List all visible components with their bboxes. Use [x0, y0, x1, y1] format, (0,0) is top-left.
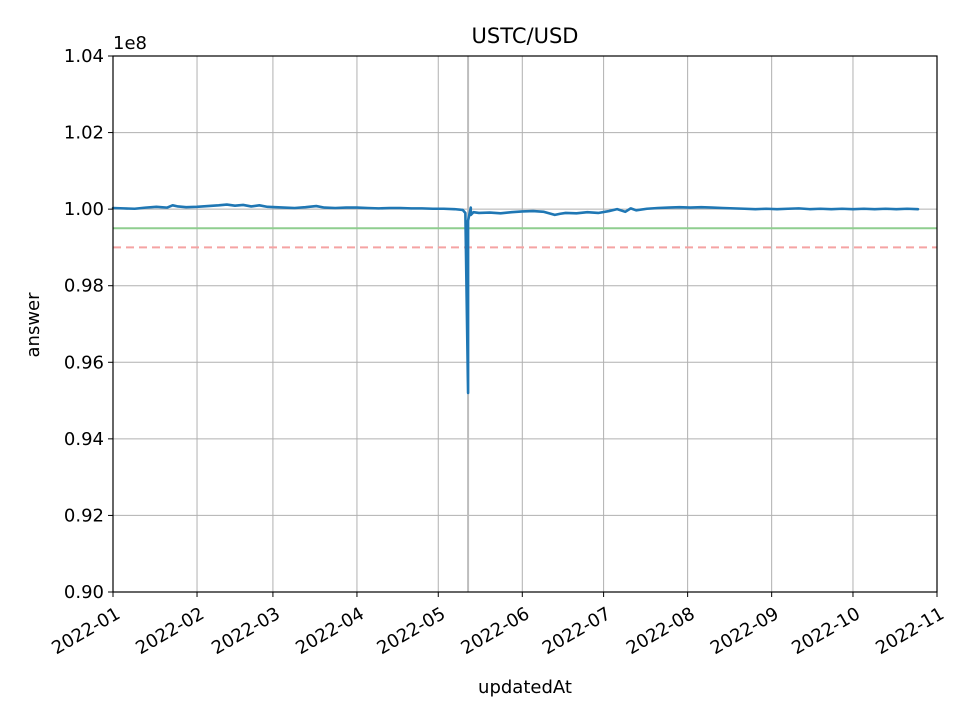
y-offset-label: 1e8	[113, 33, 147, 54]
x-axis-label: updatedAt	[478, 677, 572, 698]
grid-layer	[112, 55, 938, 593]
x-tick-label: 2022-07	[539, 603, 615, 659]
x-tick-label: 2022-01	[48, 603, 124, 659]
y-tick-label: 0.90	[64, 582, 104, 603]
y-tick-label: 0.96	[64, 352, 104, 373]
x-tick-label: 2022-05	[374, 603, 450, 659]
reference-lines	[113, 56, 937, 592]
y-tick-label: 0.98	[64, 276, 104, 297]
y-tick-label: 0.94	[64, 429, 104, 450]
x-tick-label: 2022-10	[788, 603, 864, 659]
x-tick-label: 2022-11	[872, 603, 948, 659]
x-tick-label: 2022-06	[458, 603, 534, 659]
x-tick-label: 2022-09	[707, 603, 783, 659]
plot-frame	[112, 55, 938, 593]
chart-title: USTC/USD	[472, 24, 579, 48]
ticks-layer: 2022-01 2022-02 2022-03 2022-04 2022-05 2022-…	[48, 46, 948, 659]
y-tick-label: 1.02	[64, 123, 104, 144]
y-axis-label: answer	[23, 292, 44, 358]
y-tick-label: 1.04	[64, 46, 104, 67]
series-layer	[111, 203, 920, 395]
y-tick-label: 0.92	[64, 505, 104, 526]
series-line	[111, 203, 920, 395]
x-tick-label: 2022-04	[292, 603, 368, 659]
x-tick-label: 2022-03	[208, 603, 284, 659]
y-tick-label: 1.00	[64, 199, 104, 220]
x-tick-label: 2022-08	[623, 603, 699, 659]
x-tick-label: 2022-02	[132, 603, 208, 659]
